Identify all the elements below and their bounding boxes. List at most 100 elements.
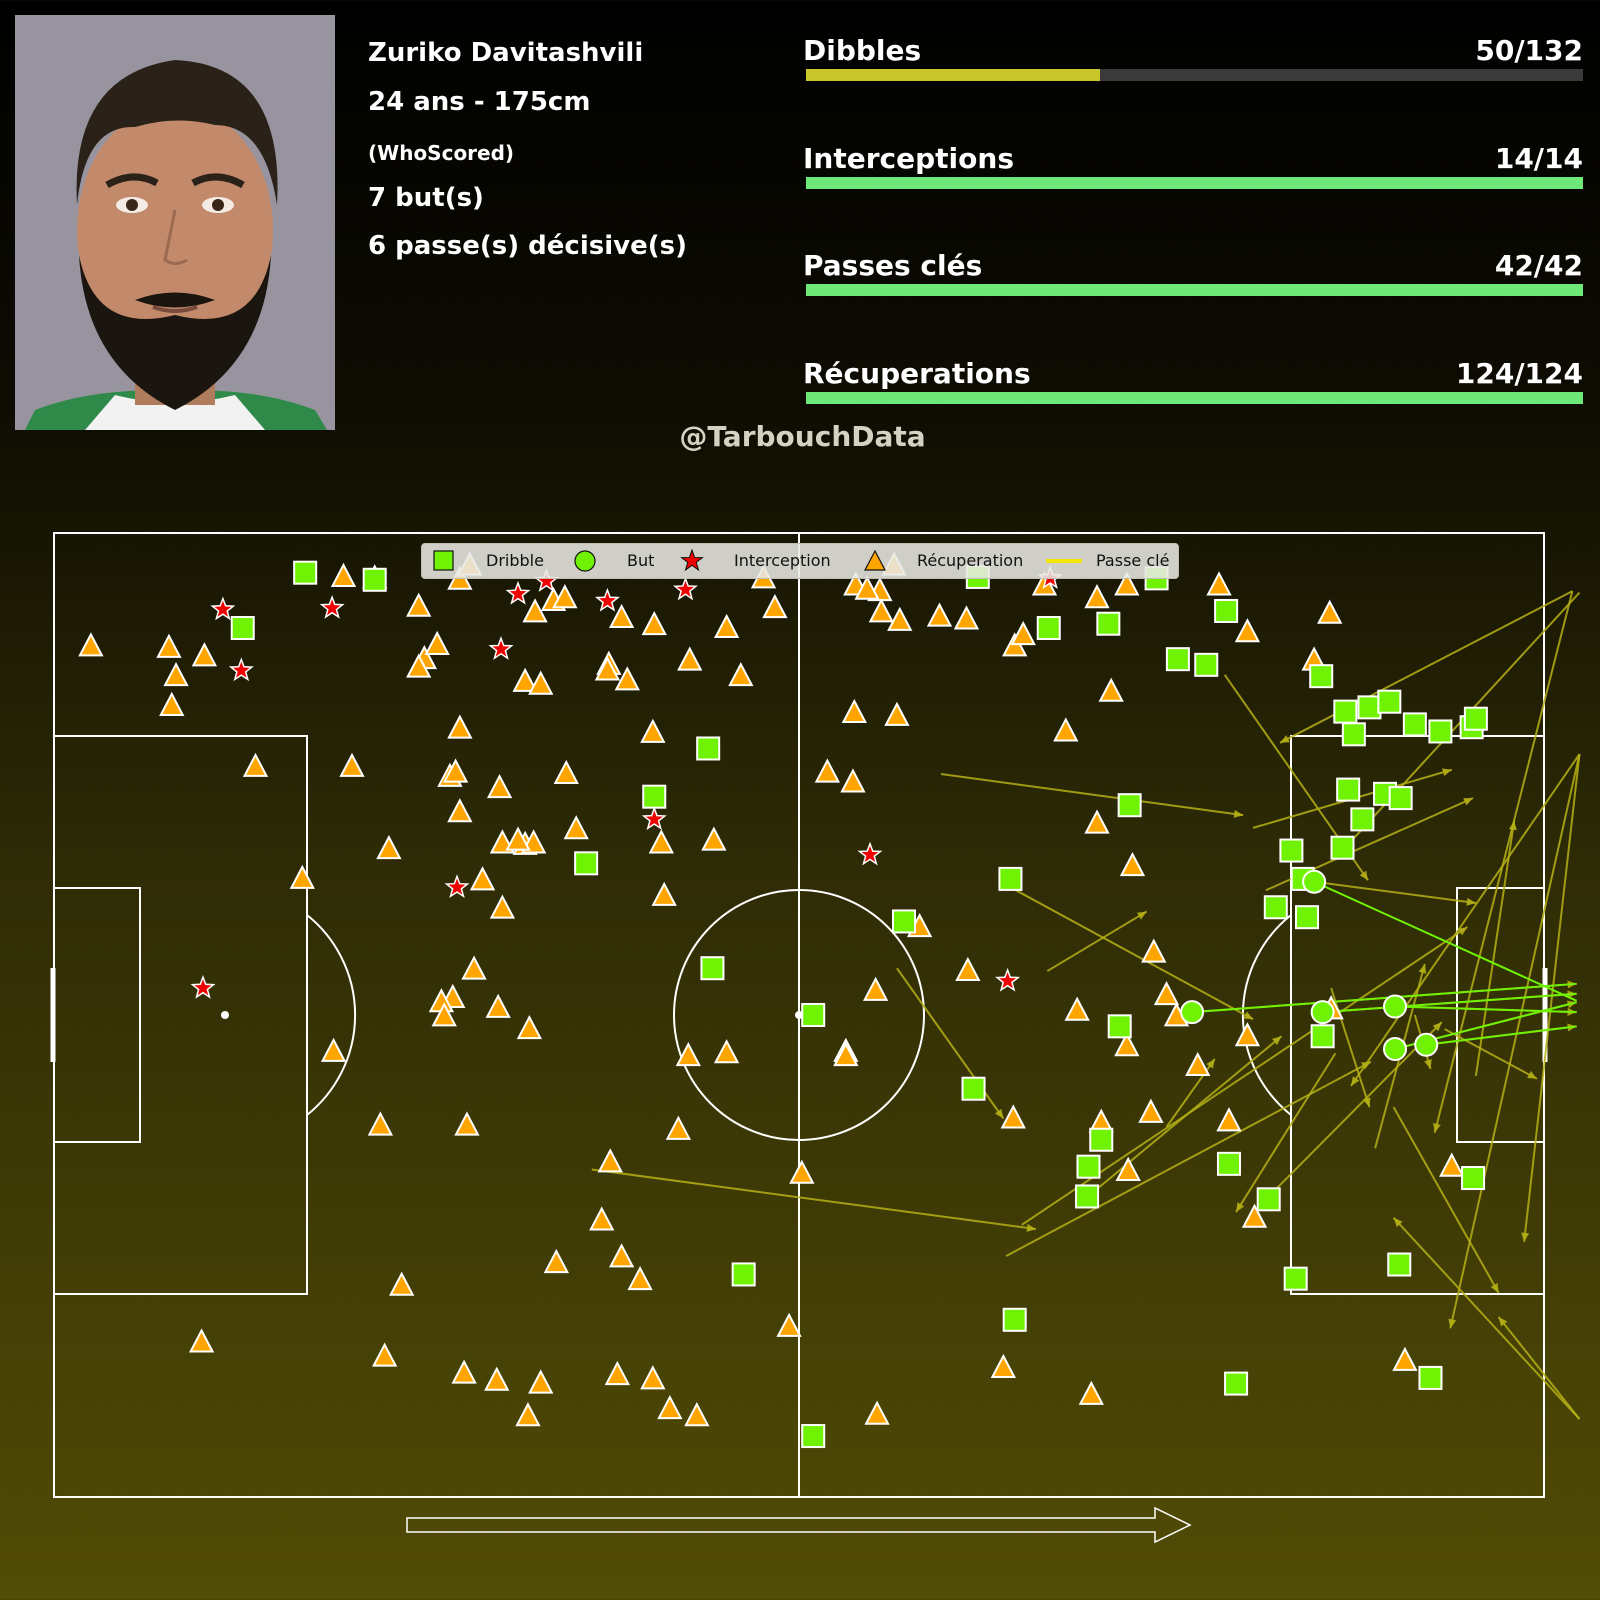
recovery-marker	[884, 701, 910, 726]
recovery-marker	[371, 1342, 398, 1367]
key-pass-line	[1474, 820, 1516, 1077]
key-pass-arrowhead	[1418, 963, 1427, 974]
key-pass-line	[591, 1168, 1037, 1231]
legend-label-recovery: Récuperation	[917, 551, 1024, 570]
recovery-marker	[854, 575, 880, 600]
recovery-marker	[657, 1394, 683, 1420]
key-pass-arrowhead	[1490, 1283, 1499, 1293]
recovery-marker	[1053, 717, 1079, 742]
recovery-marker	[1141, 938, 1167, 963]
goal-shot-line	[1426, 1025, 1577, 1046]
dribble-marker	[1333, 699, 1358, 724]
goal-shot-line	[1313, 880, 1578, 1002]
interception-marker	[594, 587, 620, 612]
interception-marker	[488, 636, 514, 660]
data-source: (WhoScored)	[368, 141, 515, 165]
player-goals: 7 but(s)	[368, 183, 484, 213]
dribble-marker	[1377, 689, 1402, 714]
legend-label-dribble: Dribble	[486, 551, 544, 570]
recovery-marker	[841, 698, 867, 724]
stat-dribbles-track	[806, 69, 1583, 81]
recovery-marker	[677, 646, 703, 671]
key-pass-line	[1279, 590, 1573, 744]
recovery-marker	[862, 976, 889, 1001]
author-handle: @TarbouchData	[679, 420, 926, 453]
recovery-marker	[833, 1041, 859, 1067]
recovery-marker	[485, 993, 511, 1018]
dribble-marker	[1295, 905, 1320, 930]
interception-marker	[319, 594, 345, 619]
recovery-marker	[1064, 996, 1090, 1021]
recovery-marker	[552, 584, 578, 609]
recovery-marker	[1234, 618, 1261, 643]
key-pass-line	[1012, 887, 1254, 1021]
dribble-marker	[1341, 722, 1366, 747]
recovery-marker	[1439, 1152, 1465, 1177]
stat-recoveries-label: Récuperations	[803, 357, 1031, 390]
dribble-marker	[1076, 1154, 1101, 1179]
recovery-marker	[1392, 1346, 1418, 1371]
recovery-marker	[553, 759, 579, 784]
recovery-marker	[78, 632, 104, 657]
dribble-marker	[1216, 1151, 1241, 1176]
recovery-marker	[431, 1002, 457, 1027]
recovery-marker	[608, 1243, 635, 1268]
interception-marker	[190, 974, 216, 999]
dribble-marker	[1075, 1184, 1100, 1209]
goal-shot-line	[1394, 1005, 1577, 1014]
recovery-marker	[627, 1265, 653, 1291]
dribble-marker	[1309, 664, 1334, 689]
stat-key-passes: Passes clés 42/42	[803, 249, 1583, 319]
dribble-marker	[1117, 793, 1142, 818]
key-pass-arrowhead	[1442, 768, 1452, 777]
recovery-marker	[1084, 809, 1110, 834]
recovery-marker	[713, 1039, 740, 1064]
dribble-marker	[892, 909, 917, 934]
recovery-marker	[864, 1400, 890, 1425]
recovery-marker	[713, 613, 740, 638]
dribble-marker	[1002, 1307, 1027, 1332]
recovery-marker	[762, 593, 788, 619]
key-pass-arrowhead	[1527, 1071, 1537, 1079]
recovery-marker	[461, 955, 487, 980]
interception-marker	[672, 576, 698, 601]
dribble-marker	[1463, 706, 1488, 731]
dribble-marker	[1310, 1024, 1335, 1049]
key-pass-line	[1449, 753, 1581, 1329]
interception-marker	[505, 580, 531, 605]
left-penalty-spot	[221, 1011, 229, 1019]
dribble-marker	[700, 956, 725, 981]
stat-key-passes-fill	[806, 284, 1583, 296]
dribble-marker	[1350, 807, 1375, 832]
attack-direction-arrow	[406, 1506, 1192, 1544]
key-pass-arrowhead	[1280, 735, 1290, 743]
recovery-marker	[515, 1402, 541, 1427]
key-pass-arrowhead	[1359, 870, 1369, 881]
key-pass-arrowhead	[1424, 1059, 1432, 1069]
recovery-marker	[447, 798, 473, 823]
recovery-marker	[953, 605, 980, 630]
key-pass-arrowhead	[1448, 1318, 1457, 1329]
dribble-marker	[1089, 1127, 1114, 1152]
stat-interceptions: Interceptions 14/14	[803, 142, 1583, 212]
stat-recoveries-fill	[806, 392, 1583, 404]
recovery-marker	[242, 752, 269, 777]
stat-interceptions-fill	[806, 177, 1583, 189]
recovery-marker	[1138, 1098, 1164, 1123]
recovery-marker	[1098, 677, 1124, 702]
goal-marker	[1302, 869, 1327, 894]
recovery-marker	[469, 866, 496, 891]
recovery-marker	[840, 768, 866, 793]
dribble-marker	[1107, 1014, 1132, 1039]
interception-marker	[641, 806, 667, 831]
dribble-marker	[998, 866, 1023, 891]
recovery-marker	[1317, 599, 1343, 624]
dribble-marker	[642, 784, 667, 809]
dribble-marker	[1224, 1371, 1249, 1396]
recovery-marker	[1241, 1203, 1268, 1228]
recovery-marker	[608, 603, 635, 629]
dribble-marker	[1263, 895, 1288, 920]
recovery-marker	[1119, 851, 1146, 877]
key-pass-line	[1350, 753, 1581, 1087]
key-pass-arrowhead	[1206, 1058, 1215, 1069]
